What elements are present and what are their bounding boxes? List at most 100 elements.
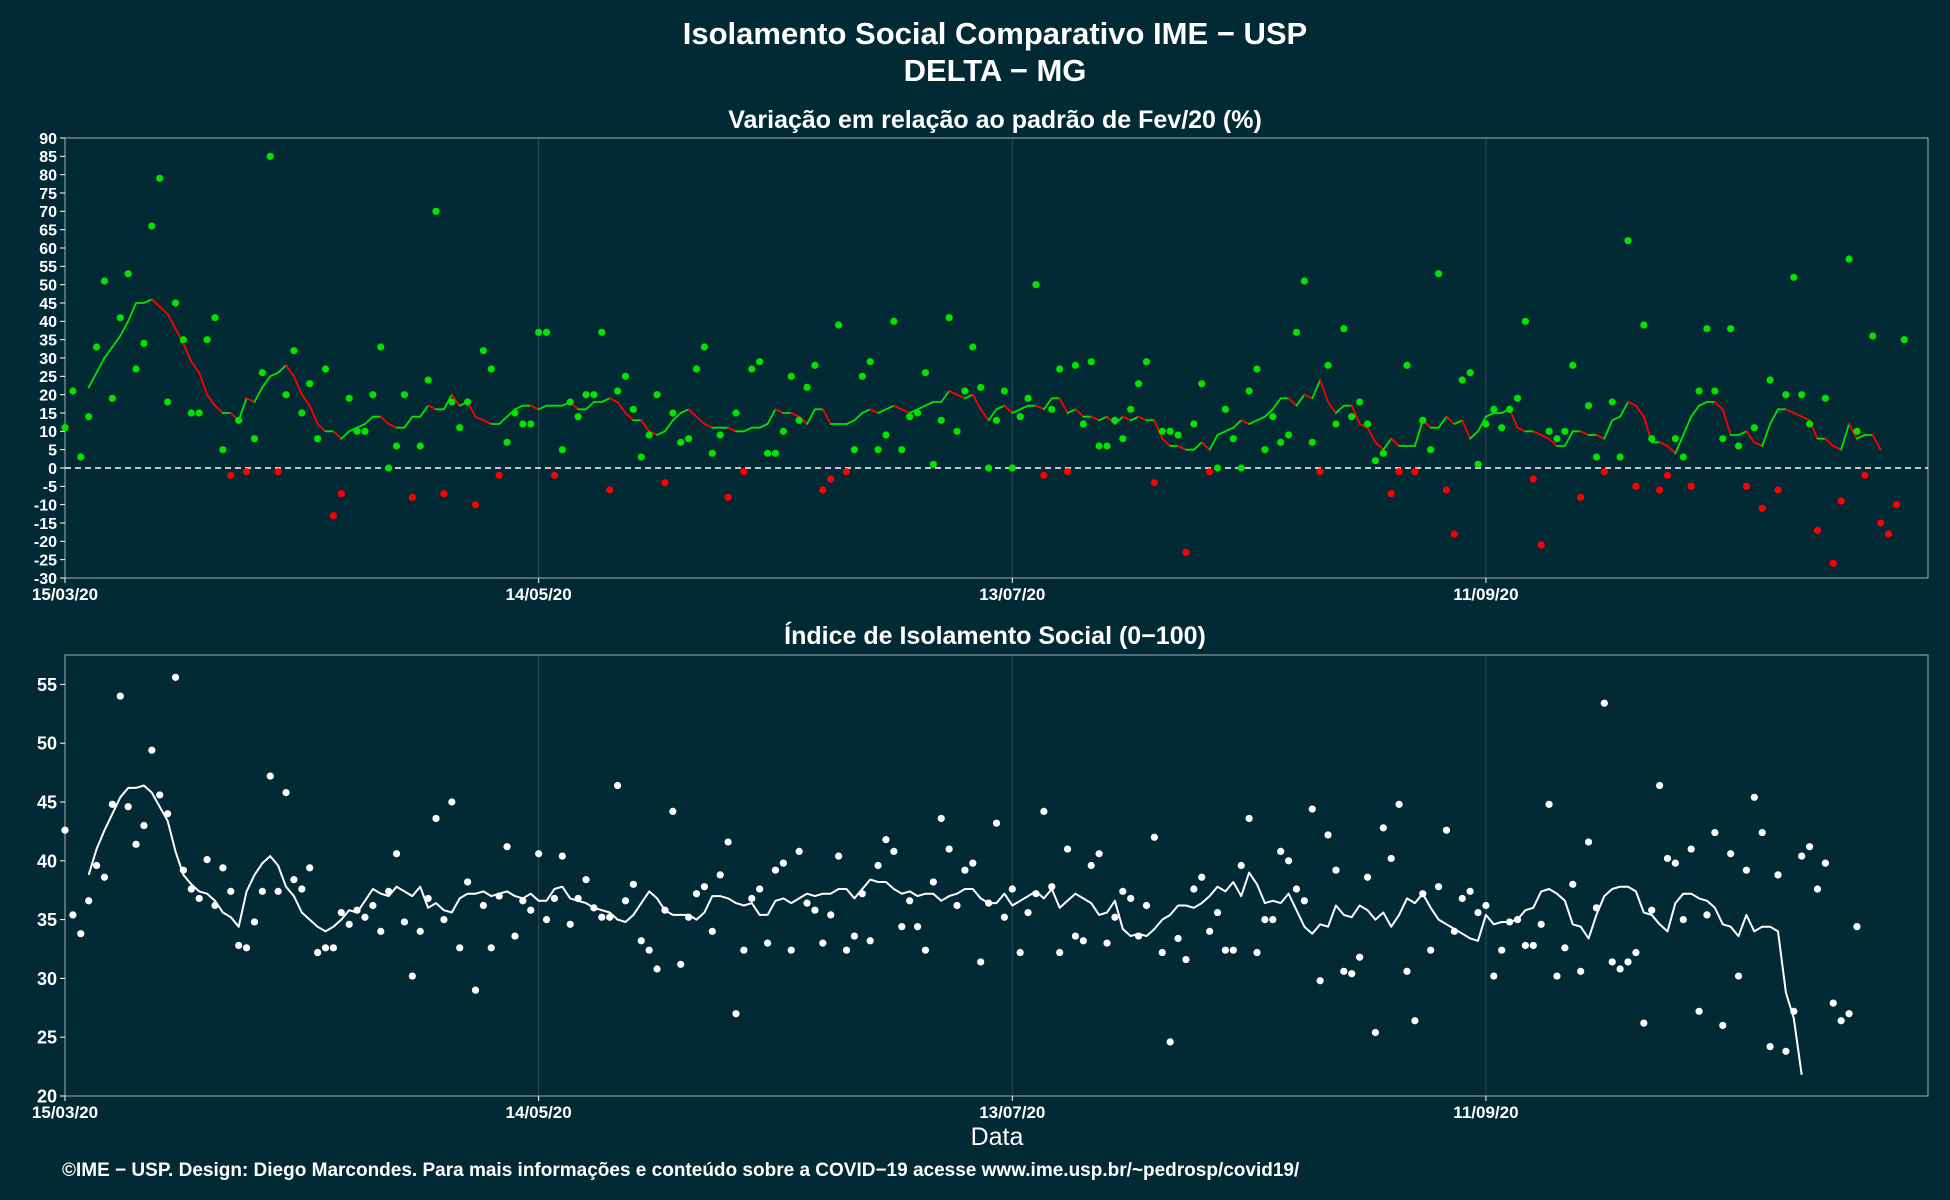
data-point [1434,270,1443,278]
data-point [179,866,188,874]
data-point [550,894,559,903]
data-point [795,416,803,424]
y-tick-label: 40 [39,314,57,331]
moving-average-segment [1240,419,1251,425]
plot-frame [64,654,1929,1097]
moving-average-segment [1042,397,1053,411]
data-point [527,420,535,428]
data-point [1427,946,1435,954]
y-tick-label: -30 [34,571,57,588]
data-point [574,413,582,421]
data-point [590,391,598,399]
data-point [1727,325,1735,333]
data-point [1750,793,1758,801]
data-point [1640,321,1648,329]
moving-average-segment [1177,445,1187,451]
data-point [1569,361,1577,369]
data-point [1837,497,1845,505]
data-point [669,409,677,417]
moving-average-segment [419,404,430,418]
data-point [827,475,835,483]
data-point [1648,435,1656,443]
data-point [542,328,551,336]
data-point [866,358,874,366]
data-point [1513,394,1522,402]
data-point [337,908,345,917]
data-point [1805,843,1814,851]
data-point [882,836,890,844]
data-point [250,435,259,443]
data-point [1624,958,1632,966]
data-point [1316,468,1324,476]
variation-panel: -30-25-20-15-10-505101520253035404550556… [32,131,1929,604]
data-point [1506,918,1514,926]
moving-average-segment [1769,408,1779,425]
moving-average-segment [1461,419,1472,440]
moving-average-segment [1477,415,1487,433]
data-point [124,803,132,811]
data-point [1253,365,1261,373]
data-point [1513,916,1522,924]
data-point [408,493,416,501]
data-point [685,435,693,443]
y-tick-label: 5 [48,442,57,459]
data-point [1079,937,1087,945]
data-point [582,876,590,884]
moving-average-segment [1785,408,1795,414]
moving-average-segment [1792,412,1803,418]
data-point [1237,464,1245,472]
data-point [1395,800,1403,808]
data-point [1616,965,1624,973]
data-point [1545,800,1553,808]
data-point [1861,471,1869,479]
moving-average-segment [956,393,966,400]
data-point [1000,387,1008,395]
data-point [1032,890,1040,898]
data-point [1703,911,1711,919]
moving-average-segment [679,408,690,414]
data-point [479,901,487,910]
data-point [1521,941,1530,950]
data-point [1774,871,1782,879]
data-point [613,387,622,395]
moving-average-segment [758,423,769,429]
data-point [1853,923,1861,931]
moving-average-segment [1856,434,1866,440]
data-point [306,864,314,872]
data-point [653,965,661,973]
data-point [85,897,93,905]
data-point [1387,490,1395,498]
data-point [732,1010,740,1018]
moving-average-segment [1287,397,1298,407]
data-point [1269,916,1277,924]
data-point [519,420,527,428]
data-point [1348,970,1356,978]
data-point [195,409,203,417]
data-point [724,493,732,501]
data-point [1371,1028,1380,1037]
data-point [148,746,156,754]
figure-subtitle: DELTA − MG [904,53,1087,88]
y-tick-label: 15 [39,406,57,423]
data-point [621,897,630,905]
data-point [1742,482,1751,490]
data-point [1821,394,1829,402]
data-point [1150,833,1158,841]
data-point [977,383,985,391]
data-point [203,856,211,864]
data-point [1387,854,1395,863]
data-point [1506,405,1514,413]
data-point [1671,859,1679,867]
data-point [1229,435,1237,443]
data-point [1087,861,1095,870]
moving-average-segment [1003,404,1014,414]
moving-average-segment [182,342,193,363]
moving-average-segment [1327,401,1337,414]
moving-average-segment [585,401,595,411]
data-point [1166,427,1174,435]
data-point [1332,420,1340,428]
data-point [171,299,180,307]
data-point [1474,460,1482,468]
moving-average-segment [1413,419,1424,447]
data-point [1277,438,1285,446]
